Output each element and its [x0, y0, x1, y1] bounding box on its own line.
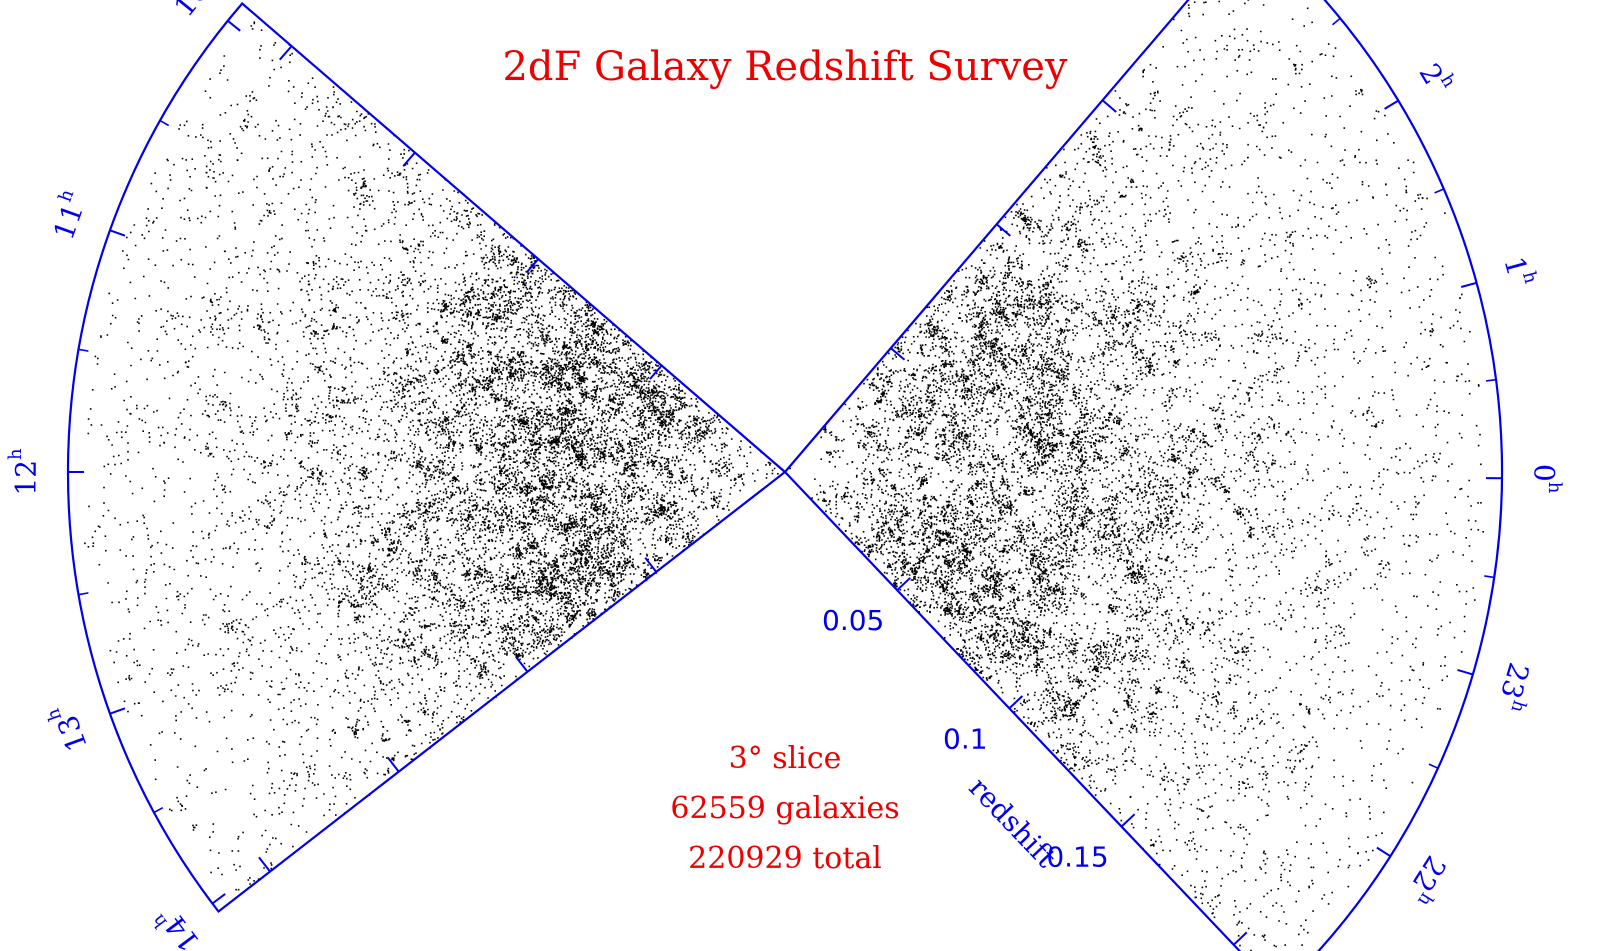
ngp-wedge-frame: [66, 1, 787, 914]
ra-tick-23h: [1457, 668, 1474, 676]
ra-tick-label-11h: 11h: [43, 186, 94, 243]
redshift-tick-0.15: [1120, 813, 1136, 828]
ra-minor-tick: [159, 119, 170, 127]
ra-tick-label-13h: 13h: [43, 700, 94, 757]
redshift-tick-0.2: [1233, 931, 1248, 946]
annotation-galaxies: 62559 galaxies: [670, 791, 899, 826]
ra-tick-label-1h: 1h: [1497, 252, 1541, 291]
redshift-tick-0.2: [279, 45, 293, 61]
ra-tick-label-2h: 2h: [1412, 55, 1460, 100]
ra-tick-10h: [227, 20, 241, 32]
galaxy-point-cloud: [84, 0, 1484, 951]
ra-tick-label-22h: 22h: [1399, 850, 1456, 910]
ra-tick-label-0h: 0h: [1527, 464, 1565, 494]
redshift-tick-0.05: [649, 364, 663, 380]
redshift-tick-0.15: [402, 151, 416, 167]
redshift-tick-label: 0.1: [943, 722, 988, 755]
redshift-tick-0.1: [525, 258, 540, 274]
redshift-tick-0.15: [386, 756, 400, 773]
ra-tick-14h: [211, 893, 226, 905]
redshift-tick-0.2: [258, 856, 271, 873]
ra-tick-11h: [109, 229, 126, 237]
redshift-tick-label: 0.05: [822, 604, 884, 637]
ra-tick-1h: [1460, 281, 1477, 288]
ra-minor-tick: [78, 348, 89, 352]
ra-minor-tick: [1331, 17, 1341, 26]
ra-minor-tick: [78, 592, 89, 596]
ra-tick-2h: [1384, 99, 1399, 110]
chart-title: 2dF Galaxy Redshift Survey: [502, 44, 1067, 90]
redshift-tick-0.05: [896, 577, 911, 591]
redshift-tick-0.1: [515, 656, 529, 673]
redshift-tick-0.1: [1008, 695, 1024, 710]
ra-tick-label-14h: 14h: [148, 900, 207, 951]
annotation-slice: 3° slice: [729, 741, 842, 776]
wedge-frames: [66, 0, 1504, 951]
ra-minor-tick: [1486, 378, 1497, 382]
ra-tick-label-23h: 23h: [1491, 659, 1540, 715]
ra-minor-tick: [1428, 763, 1439, 769]
redshift-axis-label: redshift: [962, 771, 1063, 875]
ra-minor-tick: [1434, 188, 1445, 194]
redshift-tick-0.05: [890, 347, 906, 361]
sgp-wedge-frame: [783, 0, 1504, 951]
ra-tick-label-12h: 12h: [5, 448, 43, 496]
ra-minor-tick: [153, 806, 164, 814]
ra-tick-label-10h: 10h: [164, 0, 223, 23]
redshift-tick-0.1: [996, 223, 1011, 237]
ra-tick-22h: [1376, 846, 1391, 858]
ra-tick-13h: [109, 707, 126, 715]
redshift-tick-label: 0.15: [1046, 841, 1108, 874]
annotation-total: 220929 total: [688, 841, 882, 876]
redshift-tick-0.15: [1101, 99, 1117, 113]
ra-minor-tick: [1484, 575, 1495, 579]
redshift-tick-0.05: [644, 557, 657, 573]
galaxy-points: [84, 0, 1484, 951]
